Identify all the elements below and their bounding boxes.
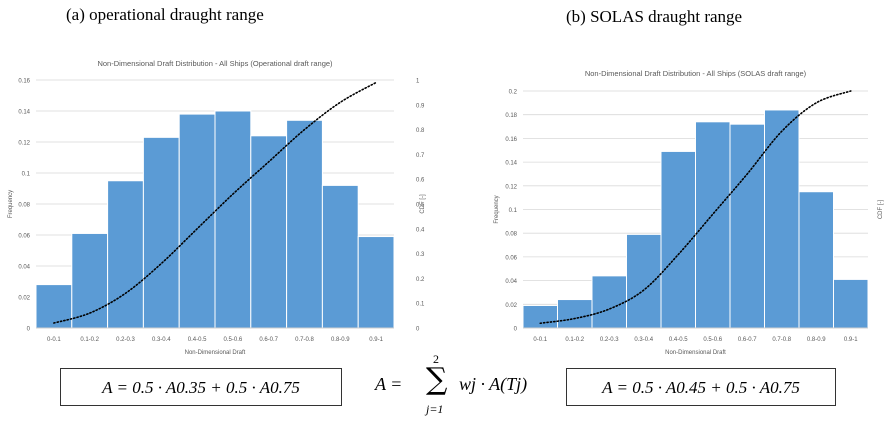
bar [71, 232, 109, 329]
x-tick-label: 0.7-0.8 [772, 337, 791, 343]
x-tick-label: 0.8-0.9 [331, 337, 350, 343]
y-tick-label: 0.16 [505, 137, 517, 143]
y2-tick-label: 0.7 [416, 153, 425, 159]
sum-upper-limit: 2 [433, 352, 439, 366]
y2-tick-label: 0.3 [416, 252, 425, 258]
y-tick-label: 0.06 [505, 255, 517, 261]
y2-tick-label: 1 [416, 79, 420, 85]
y2-tick-label: 0.6 [416, 178, 425, 184]
x-tick-label: 0.9-1 [369, 337, 383, 343]
bar [833, 278, 869, 329]
operational-draft-chart: Non-Dimensional Draft Distribution - All… [8, 59, 426, 356]
bar [107, 180, 144, 329]
cdf-curve [53, 81, 377, 324]
chart-title: Non-Dimensional Draft Distribution - All… [97, 59, 333, 68]
y-tick-label: 0 [514, 327, 518, 333]
y-tick-label: 0.04 [18, 265, 30, 271]
y-tick-label: 0.12 [18, 141, 30, 147]
caption-solas: (b) SOLAS draught range [566, 7, 743, 26]
x-tick-label: 0.7-0.8 [295, 337, 314, 343]
bar [729, 123, 765, 329]
x-tick-label: 0.1-0.2 [80, 337, 99, 343]
bar [250, 135, 288, 329]
y2-tick-label: 0.8 [416, 128, 425, 134]
y-tick-label: 0.04 [505, 279, 517, 285]
y-tick-label: 0.02 [18, 296, 30, 302]
y-tick-label: 0.14 [18, 110, 30, 116]
y2-axis-label: CDF [-] [420, 194, 426, 214]
x-tick-label: 0.6-0.7 [259, 337, 278, 343]
x-tick-label: 0.6-0.7 [738, 337, 757, 343]
bar [626, 233, 662, 329]
y-tick-label: 0.02 [505, 303, 517, 309]
y2-tick-label: 0.5 [416, 203, 425, 209]
y-tick-label: 0.2 [509, 90, 518, 96]
bar [591, 275, 627, 329]
bar [695, 121, 731, 329]
x-tick-label: 0-0.1 [47, 337, 61, 343]
bar [321, 184, 359, 329]
x-tick-label: 0.5-0.6 [224, 337, 243, 343]
y2-tick-label: 0.1 [416, 302, 425, 308]
y-tick-label: 0 [27, 327, 31, 333]
bar [764, 109, 800, 329]
bar [557, 299, 593, 329]
bar [214, 110, 252, 329]
y2-tick-label: 0.2 [416, 277, 425, 283]
x-tick-label: 0.2-0.3 [116, 337, 135, 343]
sigma-symbol: ∑ [426, 362, 448, 397]
y-tick-label: 0.18 [505, 113, 517, 119]
bar [660, 150, 696, 329]
y-tick-label: 0.08 [18, 203, 30, 209]
y2-tick-label: 0.4 [416, 227, 425, 233]
bar [286, 119, 323, 329]
formula-weighted-sum: A = 2 ∑ j=1 wj · A(Tj) [360, 352, 535, 422]
x-tick-label: 0.4-0.5 [188, 337, 207, 343]
x-axis-label: Non-Dimensional Draft [185, 350, 246, 356]
y-tick-label: 0.14 [505, 161, 517, 167]
x-tick-label: 0.2-0.3 [600, 337, 619, 343]
x-tick-label: 0.1-0.2 [565, 337, 584, 343]
y2-axis-label: CDF [-] [878, 200, 884, 220]
y-axis-label: Frequency [494, 195, 500, 223]
caption-operational: (a) operational draught range [66, 5, 264, 24]
formula-box-operational: A = 0.5 · A0.35 + 0.5 · A0.75 [60, 368, 342, 406]
x-tick-label: 0.4-0.5 [669, 337, 688, 343]
y-tick-label: 0.06 [18, 234, 30, 240]
x-tick-label: 0.8-0.9 [807, 337, 826, 343]
x-tick-label: 0.9-1 [844, 337, 858, 343]
sum-lower-limit: j=1 [426, 402, 444, 416]
solas-draft-chart: Non-Dimensional Draft Distribution - All… [494, 69, 884, 356]
y-tick-label: 0.08 [505, 232, 517, 238]
cdf-curve [539, 90, 852, 325]
y-axis-label: Frequency [8, 190, 14, 218]
y2-tick-label: 0.9 [416, 103, 425, 109]
x-axis-label: Non-Dimensional Draft [665, 350, 726, 356]
bar [357, 236, 395, 329]
y-tick-label: 0.16 [18, 79, 30, 85]
formula-box-solas: A = 0.5 · A0.45 + 0.5 · A0.75 [566, 368, 836, 406]
x-tick-label: 0.3-0.4 [152, 337, 171, 343]
formula-operational: A = 0.5 · A0.35 + 0.5 · A0.75 [102, 378, 300, 397]
formula-solas: A = 0.5 · A0.45 + 0.5 · A0.75 [602, 378, 800, 397]
bar [798, 191, 834, 329]
x-tick-label: 0.5-0.6 [703, 337, 722, 343]
chart-title: Non-Dimensional Draft Distribution - All… [585, 69, 807, 78]
y-tick-label: 0.1 [509, 208, 518, 214]
x-tick-label: 0.3-0.4 [634, 337, 653, 343]
y-tick-label: 0.12 [505, 184, 517, 190]
x-tick-label: 0-0.1 [533, 337, 547, 343]
bar [522, 304, 558, 329]
formula-lhs: A = [375, 374, 403, 394]
y2-tick-label: 0 [416, 327, 420, 333]
y-tick-label: 0.1 [22, 172, 31, 178]
formula-rhs: wj · A(Tj) [459, 374, 528, 394]
